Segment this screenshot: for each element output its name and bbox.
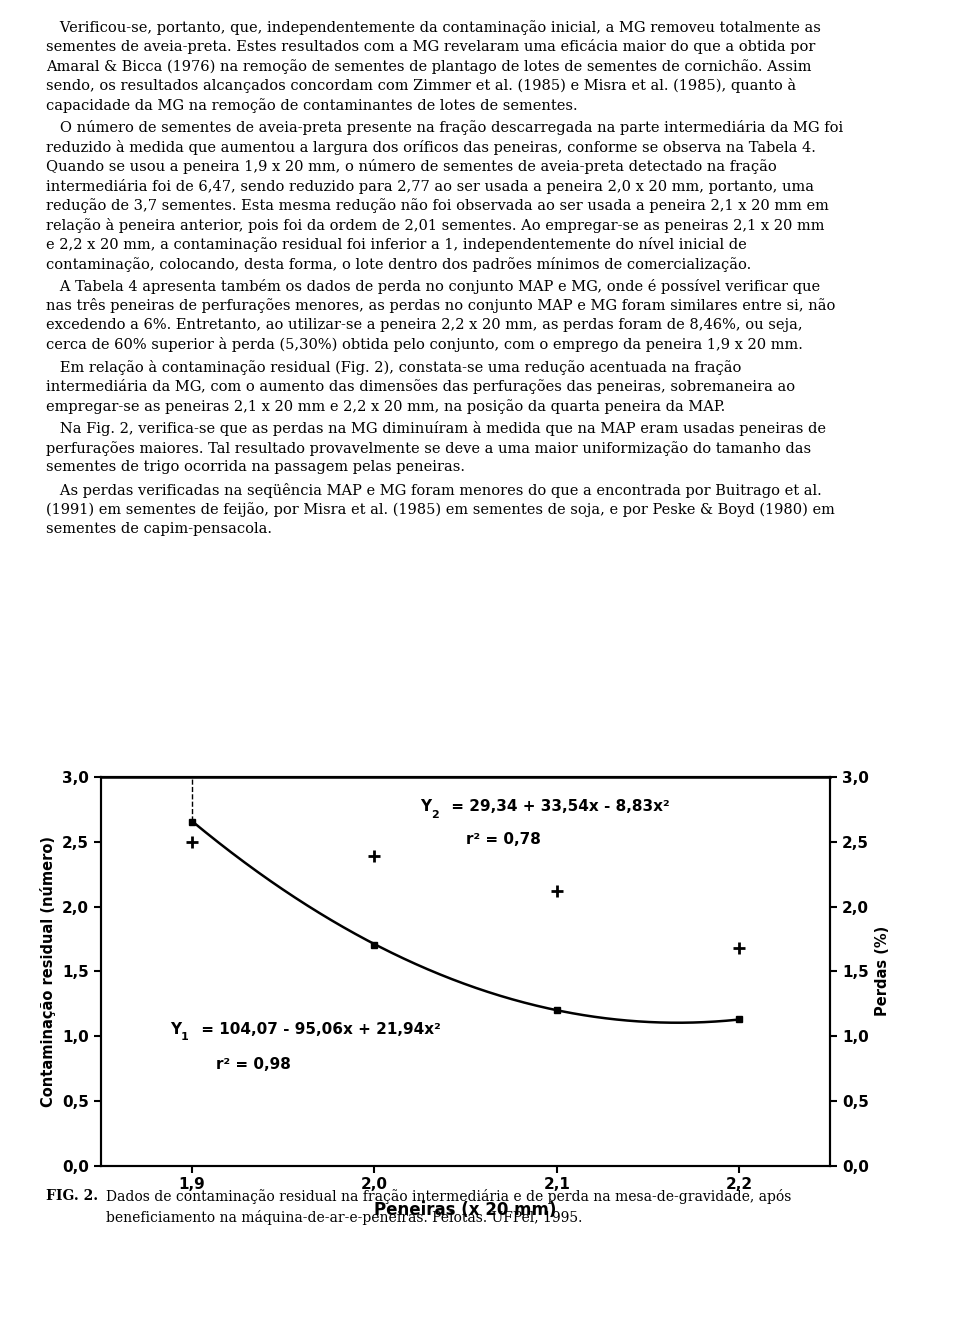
Text: e 2,2 x 20 mm, a contaminação residual foi inferior a 1, independentemente do ní: e 2,2 x 20 mm, a contaminação residual f… [46,237,747,252]
Text: A Tabela 4 apresenta também os dados de perda no conjunto MAP e MG, onde é possí: A Tabela 4 apresenta também os dados de … [46,279,820,294]
Y-axis label: Contaminação residual (número): Contaminação residual (número) [40,836,57,1106]
Text: contaminação, colocando, desta forma, o lote dentro dos padrões mínimos de comer: contaminação, colocando, desta forma, o … [46,257,752,271]
Text: 2: 2 [431,810,439,819]
Text: = 29,34 + 33,54x - 8,83x²: = 29,34 + 33,54x - 8,83x² [445,799,669,814]
Text: Dados de contaminação residual na fração intermediária e de perda na mesa-de-gra: Dados de contaminação residual na fração… [106,1189,791,1204]
Text: sementes de capim-pensacola.: sementes de capim-pensacola. [46,522,272,536]
Text: sementes de trigo ocorrida na passagem pelas peneiras.: sementes de trigo ocorrida na passagem p… [46,460,465,474]
Text: empregar-se as peneiras 2,1 x 20 mm e 2,2 x 20 mm, na posição da quarta peneira : empregar-se as peneiras 2,1 x 20 mm e 2,… [46,399,726,414]
Text: Em relação à contaminação residual (Fig. 2), constata-se uma redução acentuada n: Em relação à contaminação residual (Fig.… [46,360,741,375]
Text: perfurações maiores. Tal resultado provavelmente se deve a uma maior uniformizaç: perfurações maiores. Tal resultado prova… [46,441,811,456]
Text: Y: Y [420,799,431,814]
Text: Y: Y [170,1022,181,1036]
Text: r² = 0,98: r² = 0,98 [216,1058,291,1072]
Text: sementes de aveia-preta. Estes resultados com a MG revelaram uma eficácia maior : sementes de aveia-preta. Estes resultado… [46,40,815,54]
Text: reduzido à medida que aumentou a largura dos oríficos das peneiras, conforme se : reduzido à medida que aumentou a largura… [46,140,816,154]
Text: intermediária da MG, com o aumento das dimensões das perfurações das peneiras, s: intermediária da MG, com o aumento das d… [46,379,795,394]
Text: cerca de 60% superior à perda (5,30%) obtida pelo conjunto, com o emprego da pen: cerca de 60% superior à perda (5,30%) ob… [46,337,803,353]
Text: = 104,07 - 95,06x + 21,94x²: = 104,07 - 95,06x + 21,94x² [196,1022,441,1036]
Text: (1991) em sementes de feijão, por Misra et al. (1985) em sementes de soja, e por: (1991) em sementes de feijão, por Misra … [46,502,835,518]
Text: relação à peneira anterior, pois foi da ordem de 2,01 sementes. Ao empregar-se a: relação à peneira anterior, pois foi da … [46,217,825,233]
Text: excedendo a 6%. Entretanto, ao utilizar-se a peneira 2,2 x 20 mm, as perdas fora: excedendo a 6%. Entretanto, ao utilizar-… [46,317,803,332]
X-axis label: Peneiras (x 20 mm): Peneiras (x 20 mm) [374,1201,557,1218]
Text: intermediária foi de 6,47, sendo reduzido para 2,77 ao ser usada a peneira 2,0 x: intermediária foi de 6,47, sendo reduzid… [46,179,814,194]
Text: nas três peneiras de perfurações menores, as perdas no conjunto MAP e MG foram s: nas três peneiras de perfurações menores… [46,299,835,313]
Text: As perdas verificadas na seqüência MAP e MG foram menores do que a encontrada po: As perdas verificadas na seqüência MAP e… [46,483,822,498]
Text: Na Fig. 2, verifica-se que as perdas na MG diminuíram à medida que na MAP eram u: Na Fig. 2, verifica-se que as perdas na … [46,421,826,436]
Text: capacidade da MG na remoção de contaminantes de lotes de sementes.: capacidade da MG na remoção de contamina… [46,97,578,112]
Text: redução de 3,7 sementes. Esta mesma redução não foi observada ao ser usada a pen: redução de 3,7 sementes. Esta mesma redu… [46,198,828,213]
Text: FIG. 2.: FIG. 2. [46,1189,98,1204]
Text: Quando se usou a peneira 1,9 x 20 mm, o número de sementes de aveia-preta detect: Quando se usou a peneira 1,9 x 20 mm, o … [46,159,777,174]
Y-axis label: Perdas (%): Perdas (%) [875,926,890,1017]
Text: r² = 0,78: r² = 0,78 [466,832,540,847]
Text: beneficiamento na máquina-de-ar-e-peneiras. Pelotas. UFPel, 1995.: beneficiamento na máquina-de-ar-e-peneir… [106,1210,582,1225]
Text: O número de sementes de aveia-preta presente na fração descarregada na parte int: O número de sementes de aveia-preta pres… [46,120,843,136]
Text: sendo, os resultados alcançados concordam com Zimmer et al. (1985) e Misra et al: sendo, os resultados alcançados concorda… [46,78,796,94]
Text: Verificou-se, portanto, que, independentemente da contaminação inicial, a MG rem: Verificou-se, portanto, que, independent… [46,20,821,34]
Text: Amaral & Bicca (1976) na remoção de sementes de plantago de lotes de sementes de: Amaral & Bicca (1976) na remoção de seme… [46,59,811,74]
Text: 1: 1 [181,1033,189,1042]
